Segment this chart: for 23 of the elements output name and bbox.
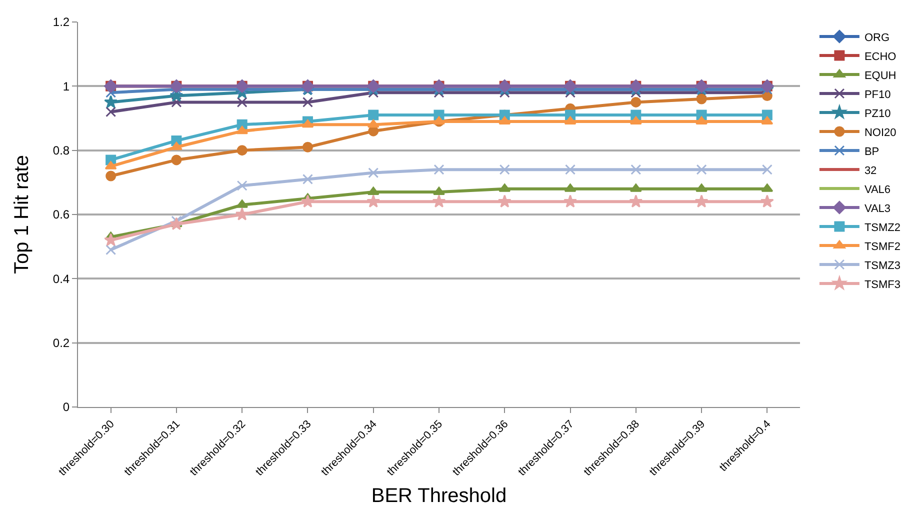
legend-label: ORG bbox=[864, 32, 890, 44]
y-tick-label: 0.4 bbox=[52, 272, 70, 286]
legend-label: NOI20 bbox=[864, 126, 896, 139]
y-tick-label: 0.2 bbox=[52, 336, 70, 350]
x-axis-title: BER Threshold bbox=[371, 484, 507, 507]
y-tick-label: 1 bbox=[62, 79, 70, 94]
legend-label: TSMZ2 bbox=[864, 222, 901, 234]
legend-label: ECHO bbox=[864, 50, 897, 63]
legend-label: VAL6 bbox=[864, 184, 891, 196]
legend-label: PF10 bbox=[864, 88, 891, 101]
legend-label: 32 bbox=[864, 164, 877, 177]
legend-label: EQUH bbox=[864, 70, 896, 82]
y-tick-label: 0 bbox=[62, 400, 70, 414]
legend-label: BP bbox=[864, 146, 880, 158]
legend-label: TSMZ3 bbox=[864, 260, 901, 272]
y-tick-label: 1.2 bbox=[52, 15, 70, 30]
legend-label: VAL3 bbox=[864, 202, 891, 215]
legend-label: TSMF3 bbox=[864, 278, 901, 291]
y-tick-label: 0.6 bbox=[52, 208, 70, 222]
y-axis-title: Top 1 Hit rate bbox=[11, 155, 33, 274]
legend-label: PZ10 bbox=[864, 108, 891, 120]
legend-label: TSMF2 bbox=[864, 240, 901, 253]
y-tick-label: 0.8 bbox=[52, 144, 70, 158]
